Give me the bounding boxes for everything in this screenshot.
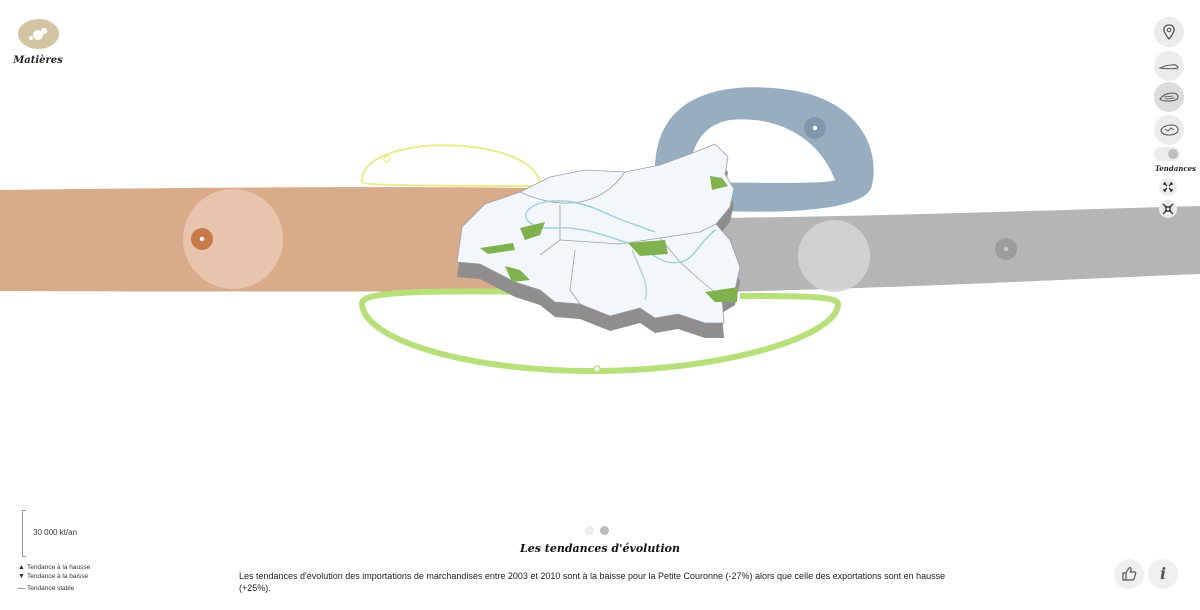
green-flow-loop[interactable] (358, 288, 842, 375)
trend-label: Tendances (1154, 164, 1196, 173)
expand-button[interactable] (1159, 178, 1177, 196)
materials-label: Matières (13, 55, 63, 66)
thumbs-up-icon (1122, 567, 1137, 581)
location-pin-icon (1163, 24, 1175, 41)
trend-toggle[interactable] (1154, 147, 1180, 161)
location-button[interactable] (1154, 17, 1184, 47)
trend-legend-up: ▲ Tendance à la hausse (18, 564, 90, 571)
info-icon: i (1159, 564, 1167, 583)
yellow-flow-node[interactable] (383, 155, 391, 163)
view-level-3-button[interactable] (1154, 115, 1184, 145)
import-flow-halo (183, 189, 283, 289)
like-button[interactable] (1114, 559, 1144, 589)
export-flow-band[interactable] (710, 206, 1200, 292)
blue-flow-node-center (812, 125, 818, 131)
info-button[interactable]: i (1148, 559, 1178, 589)
trend-down-label: Tendance à la baisse (27, 573, 89, 580)
petite-couronne-map[interactable] (456, 143, 741, 338)
materials-icon (29, 28, 47, 40)
section-title: Les tendances d'évolution (520, 542, 680, 555)
view-level-1-button[interactable] (1154, 51, 1184, 81)
trend-toggle-knob (1168, 149, 1178, 159)
yellow-flow-loop[interactable] (360, 144, 542, 188)
trend-stable-label: Tendance stable (27, 585, 75, 592)
trend-legend-down: ▼ Tendance à la baisse (18, 573, 88, 580)
pager-dot-1[interactable] (585, 526, 594, 535)
collapse-button[interactable] (1159, 200, 1177, 218)
scale-bar (22, 510, 26, 557)
view-level-2-button[interactable] (1154, 82, 1184, 112)
trend-legend-stable: — Tendance stable (18, 585, 74, 592)
green-flow-node[interactable] (593, 365, 601, 373)
trend-up-label: Tendance à la hausse (27, 564, 91, 571)
land-high-icon (1160, 124, 1179, 136)
trend-down-icon: ▼ (18, 573, 25, 580)
pager-dot-2[interactable] (600, 526, 609, 535)
import-flow-node-center (199, 236, 205, 242)
collapse-icon (1162, 203, 1174, 215)
export-flow-halo (798, 220, 870, 292)
flow-map[interactable] (0, 0, 1200, 400)
materials-button[interactable] (18, 19, 59, 49)
trend-up-icon: ▲ (18, 564, 25, 571)
trend-stable-icon: — (18, 585, 25, 592)
section-description: Les tendances d'évolution des importatio… (239, 571, 946, 593)
land-mid-icon (1159, 92, 1179, 102)
scale-label: 30 000 kt/an (33, 528, 78, 537)
expand-icon (1163, 182, 1173, 192)
export-flow-node-center (1003, 246, 1009, 252)
land-low-icon (1158, 64, 1179, 70)
